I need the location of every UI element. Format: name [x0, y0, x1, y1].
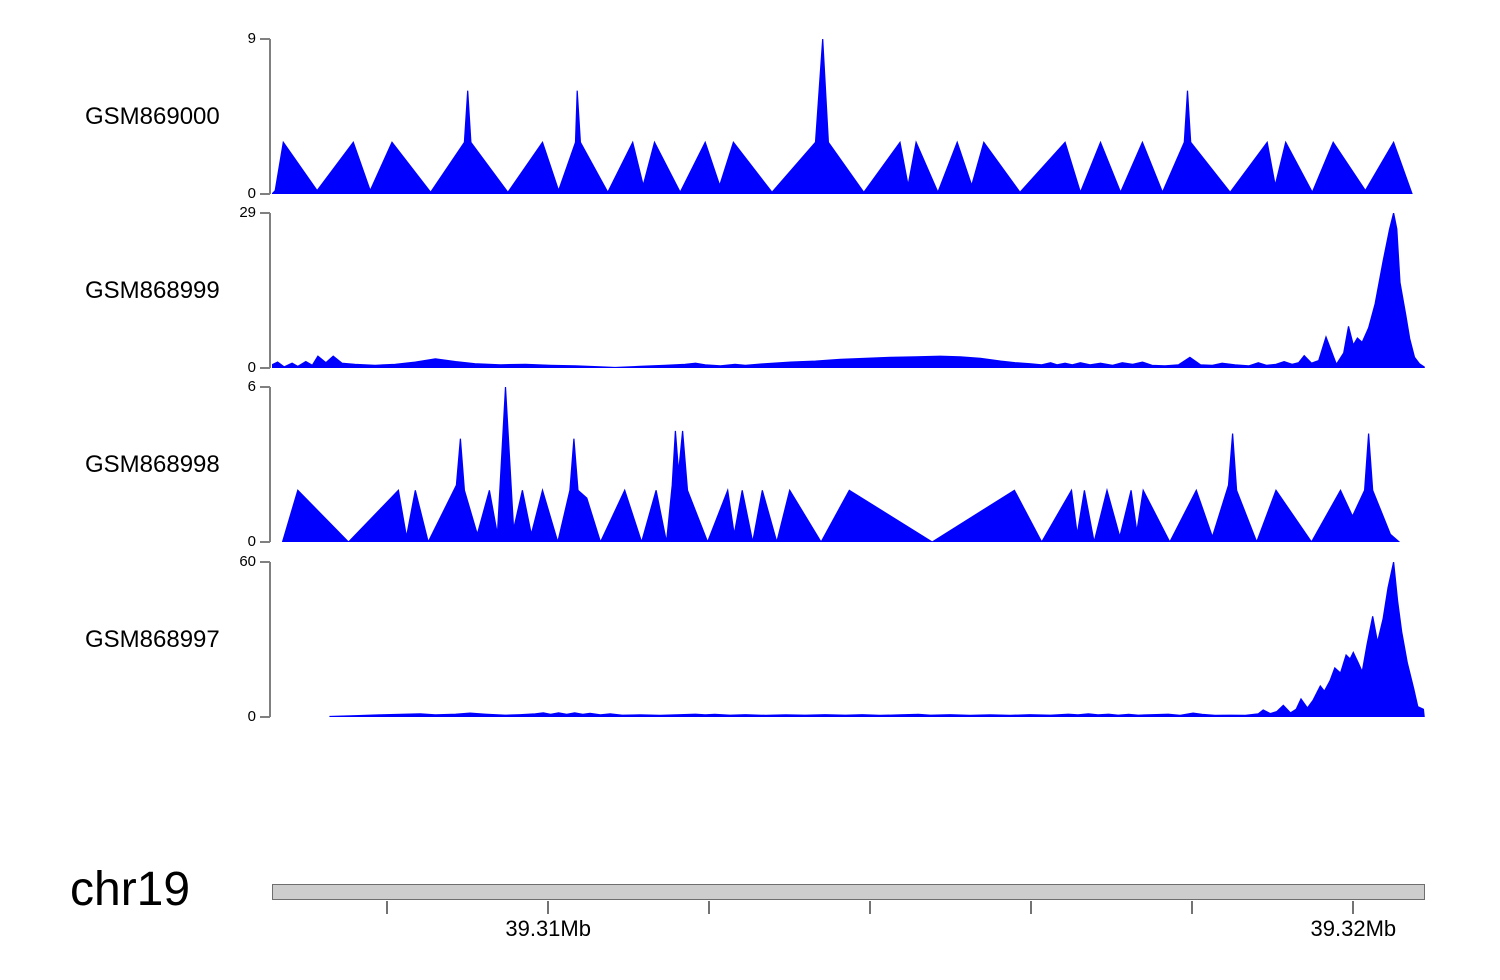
y-axis-top-tick [260, 561, 270, 563]
genome-axis-tick [386, 901, 389, 914]
chromosome-label: chr19 [70, 863, 191, 916]
genome-axis-tick [1352, 901, 1355, 914]
track-name-label: GSM868997 [85, 625, 220, 653]
signal-area-chart [281, 387, 1401, 542]
y-axis-line [269, 39, 271, 194]
y-axis-line [269, 213, 271, 368]
y-axis-top-tick [260, 38, 270, 40]
y-axis-zero-label: 0 [247, 708, 256, 725]
y-axis-zero-tick [260, 716, 270, 718]
axis-coordinate-label: 39.31Mb [505, 916, 591, 941]
y-axis-zero-tick [260, 193, 270, 195]
y-axis-max-label: 9 [247, 30, 256, 47]
genome-axis-tick [1030, 901, 1033, 914]
y-axis-max-label: 60 [239, 553, 256, 570]
y-axis-zero-tick [260, 541, 270, 543]
y-axis-line [269, 562, 271, 717]
y-axis-line [269, 387, 271, 542]
track-name-label: GSM869000 [85, 102, 220, 130]
y-axis-zero-label: 0 [247, 185, 256, 202]
track-name-label: GSM868998 [85, 450, 220, 478]
chromosome-bar [272, 884, 1425, 900]
y-axis-zero-tick [260, 367, 270, 369]
signal-area-chart [329, 562, 1425, 717]
genome-axis-tick [547, 901, 550, 914]
y-axis-zero-label: 0 [247, 533, 256, 550]
axis-coordinate-label: 39.32Mb [1310, 916, 1397, 941]
y-axis-max-label: 6 [247, 378, 256, 395]
y-axis-top-tick [260, 212, 270, 214]
signal-area-chart [272, 39, 1413, 194]
genome-axis-tick [708, 901, 711, 914]
y-axis-max-label: 29 [239, 204, 256, 221]
genome-axis-tick [869, 901, 872, 914]
signal-area-chart [272, 213, 1425, 368]
track-name-label: GSM868999 [85, 276, 220, 304]
y-axis-top-tick [260, 386, 270, 388]
genome-axis-tick [1191, 901, 1194, 914]
y-axis-zero-label: 0 [247, 359, 256, 376]
